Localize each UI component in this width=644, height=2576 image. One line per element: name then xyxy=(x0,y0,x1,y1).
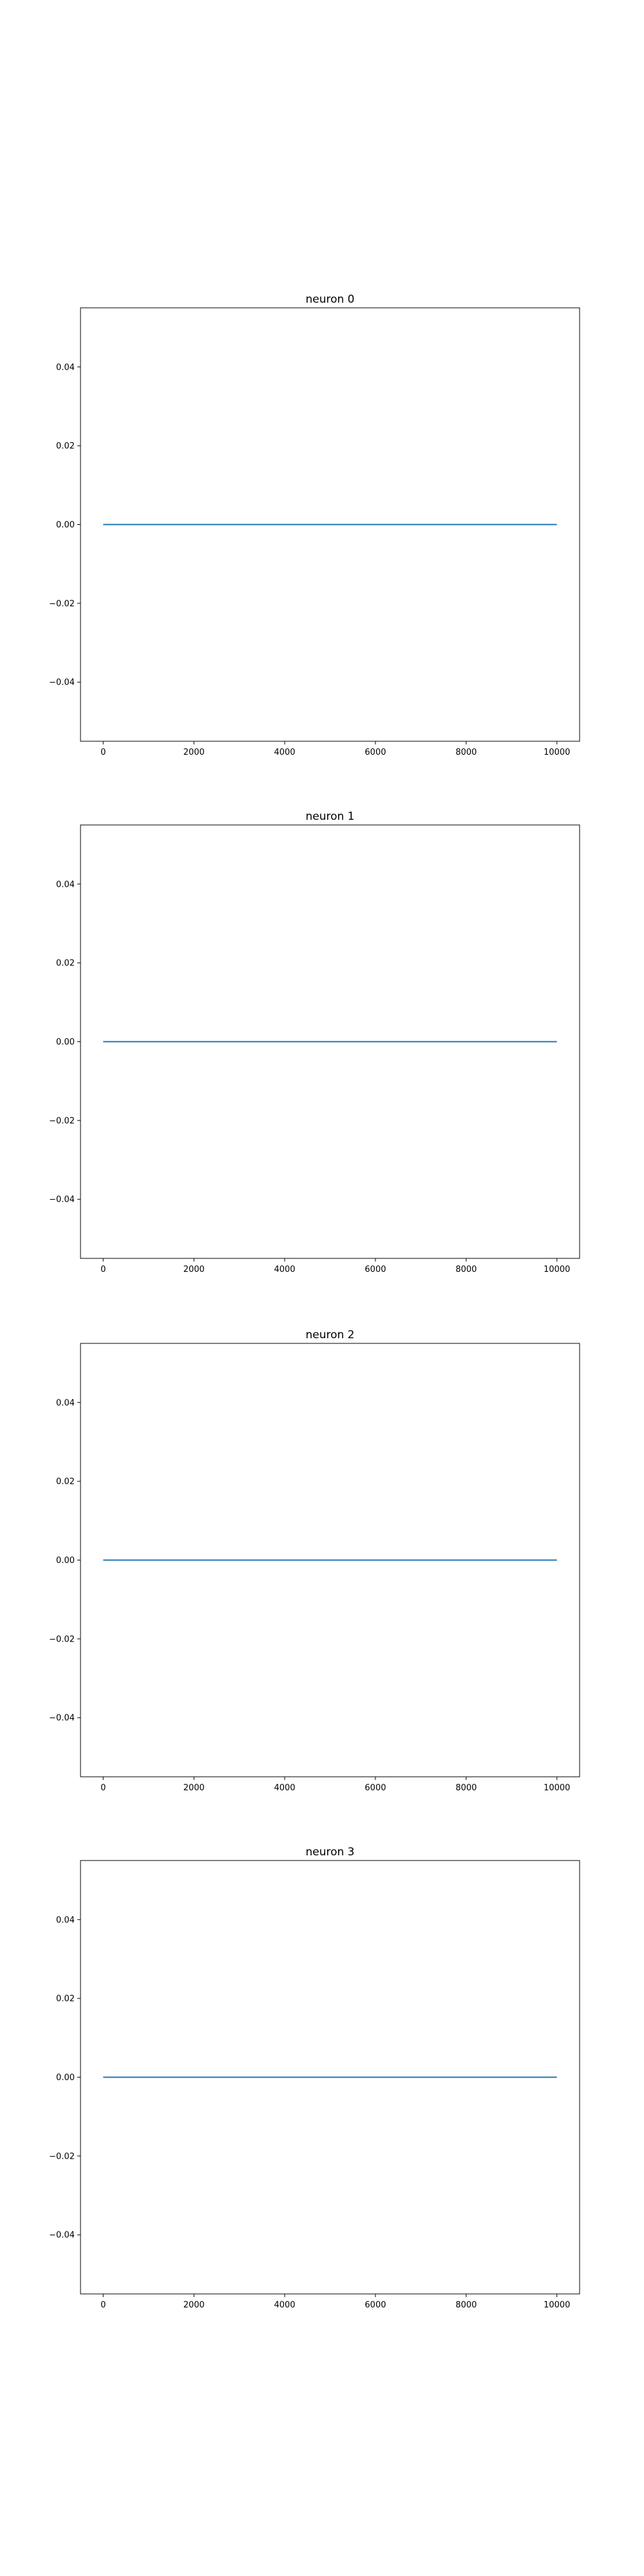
plot-title: neuron 0 xyxy=(305,293,354,306)
y-tick-label: 0.00 xyxy=(56,520,75,530)
subplot-0: neuron 0 0 2000 4000 6000 8000 10000 −0.04 −0.02… xyxy=(49,293,580,757)
x-tick-label: 6000 xyxy=(365,2300,386,2310)
x-tick-label: 10000 xyxy=(544,1265,570,1274)
x-tick-label: 2000 xyxy=(184,1265,205,1274)
subplot-1: neuron 1 0 2000 4000 6000 8000 10000 −0.04 −0.02… xyxy=(49,810,580,1274)
x-tick-label: 8000 xyxy=(455,1783,477,1793)
y-tick-label: 0.00 xyxy=(56,2073,75,2083)
axes-frame xyxy=(80,1860,580,2295)
y-tick-label: 0.04 xyxy=(56,363,75,372)
y-tick-label: 0.00 xyxy=(56,1037,75,1047)
subplot-3: neuron 3 0 2000 4000 6000 8000 10000 −0.04 −0.02… xyxy=(49,1846,580,2310)
y-tick-label: 0.02 xyxy=(56,442,75,451)
y-tick-label: −0.02 xyxy=(49,599,75,609)
x-tick-label: 6000 xyxy=(365,1265,386,1274)
x-tick-label: 2000 xyxy=(184,1783,205,1793)
x-tick-label: 2000 xyxy=(184,748,205,757)
x-tick-label: 10000 xyxy=(544,1783,570,1793)
y-tick-label: −0.04 xyxy=(49,1714,75,1723)
x-tick-label: 6000 xyxy=(365,1783,386,1793)
y-tick-label: 0.04 xyxy=(56,1398,75,1408)
x-tick-label: 0 xyxy=(100,1783,106,1793)
y-tick-label: −0.02 xyxy=(49,1634,75,1644)
plot-title: neuron 1 xyxy=(305,810,354,823)
axes-frame xyxy=(80,824,580,1259)
x-tick-label: 4000 xyxy=(274,2300,295,2310)
x-tick-label: 8000 xyxy=(455,2300,477,2310)
y-tick-label: −0.02 xyxy=(49,2152,75,2161)
y-tick-label: −0.04 xyxy=(49,1195,75,1205)
y-tick-label: −0.04 xyxy=(49,678,75,688)
x-tick-label: 2000 xyxy=(184,2300,205,2310)
y-tick-label: −0.04 xyxy=(49,2231,75,2240)
plot-title: neuron 2 xyxy=(305,1329,354,1341)
y-tick-label: −0.02 xyxy=(49,1116,75,1126)
y-tick-label: 0.02 xyxy=(56,1994,75,2004)
x-tick-label: 4000 xyxy=(274,1783,295,1793)
x-tick-label: 4000 xyxy=(274,748,295,757)
plot-title: neuron 3 xyxy=(305,1846,354,1859)
x-tick-label: 10000 xyxy=(544,2300,570,2310)
subplot-2: neuron 2 0 2000 4000 6000 8000 10000 −0.04 −0.02… xyxy=(49,1329,580,1793)
y-tick-label: 0.02 xyxy=(56,1477,75,1487)
y-tick-label: 0.04 xyxy=(56,880,75,889)
axes-frame xyxy=(80,307,580,742)
axes-frame xyxy=(80,1343,580,1777)
y-tick-label: 0.02 xyxy=(56,959,75,969)
x-tick-label: 10000 xyxy=(544,748,570,757)
y-tick-label: 0.04 xyxy=(56,1915,75,1925)
x-tick-label: 0 xyxy=(100,2300,106,2310)
x-tick-label: 6000 xyxy=(365,748,386,757)
y-tick-label: 0.00 xyxy=(56,1556,75,1566)
x-tick-label: 0 xyxy=(100,1265,106,1274)
x-tick-label: 8000 xyxy=(455,1265,477,1274)
x-tick-label: 8000 xyxy=(455,748,477,757)
x-tick-label: 4000 xyxy=(274,1265,295,1274)
x-tick-label: 0 xyxy=(100,748,106,757)
